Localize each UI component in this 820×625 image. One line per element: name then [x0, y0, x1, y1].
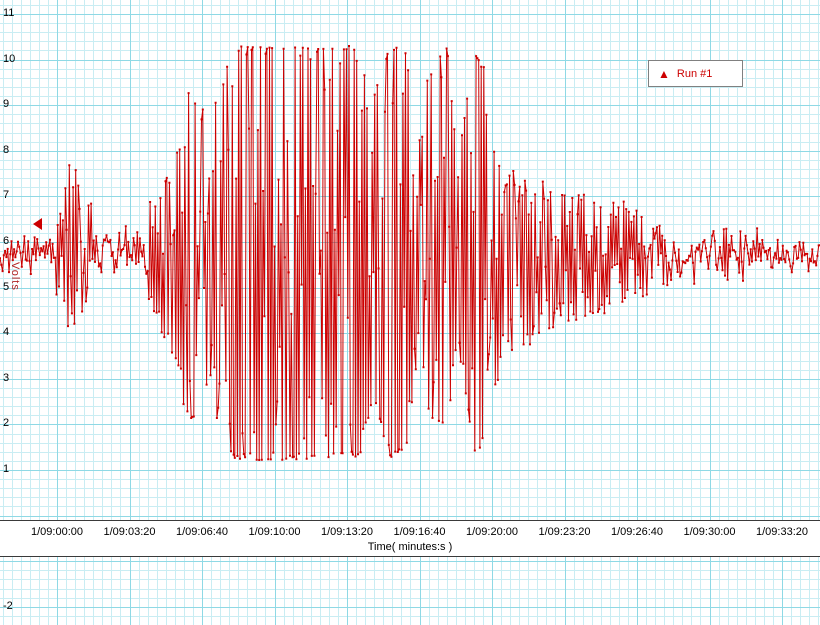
legend: ▲ Run #1: [648, 60, 743, 87]
legend-label: Run #1: [676, 67, 713, 80]
x-tick-label: 1/09:13:20: [321, 526, 373, 538]
waveform-run1: [0, 45, 820, 461]
x-tick-label: 1/09:16:40: [393, 526, 446, 538]
x-tick-label: 1/09:10:00: [248, 526, 301, 538]
legend-triangle-icon: ▲: [658, 66, 670, 81]
channel-marker-icon[interactable]: [33, 217, 42, 230]
x-tick-label: 1/09:06:40: [176, 526, 228, 538]
x-tick-label: 1/09:26:40: [611, 526, 663, 538]
x-tick-label: 1/09:33:20: [756, 526, 808, 538]
x-tick-label: 1/09:00:00: [31, 526, 83, 538]
x-axis-title: Time( minutes:s ): [367, 541, 453, 553]
y-axis-title: Volts: [9, 262, 21, 291]
x-tick-label: 1/09:30:00: [683, 526, 736, 538]
x-tick-label: 1/09:23:20: [538, 526, 591, 538]
x-tick-label: 1/09:20:00: [466, 526, 518, 538]
x-axis-strip: 1/09:00:00 1/09:03:20 1/09:06:40 1/09:10:00…: [0, 520, 820, 557]
x-tick-label: 1/09:03:20: [103, 526, 156, 538]
